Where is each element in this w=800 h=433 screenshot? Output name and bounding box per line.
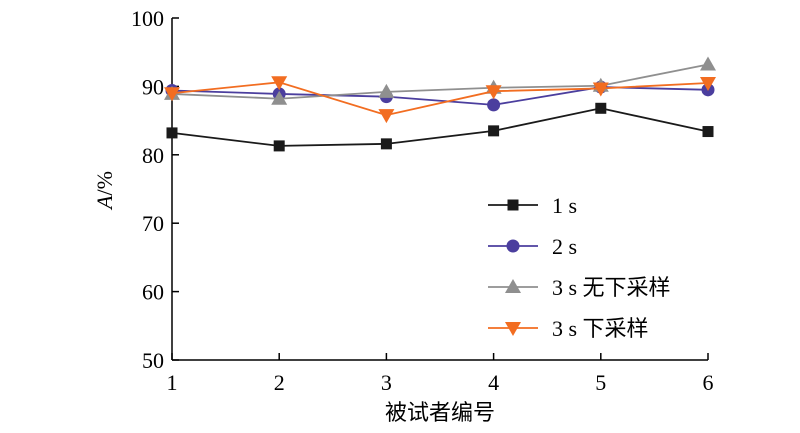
series-3 bbox=[164, 56, 716, 105]
series-4-point-2 bbox=[271, 76, 288, 91]
x-tick-label-2: 2 bbox=[274, 370, 285, 395]
y-axis-title-unit: /% bbox=[92, 171, 117, 195]
legend-item-3: 3 s 无下采样 bbox=[488, 275, 671, 300]
y-axis-title: A/% bbox=[92, 171, 117, 211]
series-layer bbox=[164, 56, 716, 152]
series-4 bbox=[164, 76, 716, 124]
x-tick-label-1: 1 bbox=[167, 370, 178, 395]
series-3-point-3 bbox=[378, 83, 395, 98]
series-4-point-3 bbox=[378, 109, 395, 124]
series-1-point-5 bbox=[595, 102, 607, 114]
y-tick-label-80: 80 bbox=[142, 143, 164, 168]
x-axis-title: 被试者编号 bbox=[385, 401, 495, 426]
legend: 1 s 2 s 3 s 无下采样 3 s 下采样 bbox=[488, 193, 671, 341]
y-tick-label-50: 50 bbox=[142, 348, 164, 373]
legend-item-4: 3 s 下采样 bbox=[488, 316, 649, 341]
series-1 bbox=[166, 102, 714, 152]
series-3-point-2 bbox=[271, 90, 288, 105]
series-1-line bbox=[171, 107, 709, 147]
legend-label-3: 3 s 无下采样 bbox=[552, 275, 671, 300]
y-tick-label-70: 70 bbox=[142, 211, 164, 236]
series-4-line bbox=[171, 81, 709, 117]
x-tick-label-5: 5 bbox=[595, 370, 606, 395]
y-tick-label-100: 100 bbox=[131, 6, 164, 31]
legend-item-1: 1 s bbox=[488, 193, 577, 218]
series-4-point-6 bbox=[700, 76, 716, 91]
y-axis-title-variable: A bbox=[92, 195, 117, 211]
legend-label-1: 1 s bbox=[552, 193, 577, 218]
series-4-point-1 bbox=[164, 87, 180, 102]
legend-label-2: 2 s bbox=[552, 234, 577, 259]
series-4-point-5 bbox=[592, 82, 609, 97]
y-tick-label-60: 60 bbox=[142, 280, 164, 305]
series-1-point-1 bbox=[166, 127, 178, 139]
series-4-point-4 bbox=[485, 85, 502, 100]
legend-marker-1 bbox=[507, 199, 519, 211]
y-tick-label-90: 90 bbox=[142, 74, 164, 99]
series-1-point-6 bbox=[702, 126, 714, 138]
series-1-point-4 bbox=[488, 125, 500, 137]
series-2-point-4 bbox=[487, 98, 501, 112]
legend-marker-4 bbox=[505, 322, 521, 336]
x-tick-label-4: 4 bbox=[488, 370, 499, 395]
series-3-point-6 bbox=[700, 56, 716, 71]
x-tick-label-6: 6 bbox=[703, 370, 714, 395]
legend-item-2: 2 s bbox=[488, 234, 577, 259]
series-1-point-2 bbox=[273, 140, 285, 152]
x-tick-label-3: 3 bbox=[381, 370, 392, 395]
legend-marker-3 bbox=[505, 279, 521, 293]
axes: 50 60 70 80 90 100 1 2 3 4 5 6 bbox=[131, 6, 714, 395]
legend-marker-2 bbox=[506, 239, 520, 253]
legend-label-4: 3 s 下采样 bbox=[552, 316, 649, 341]
series-3-line bbox=[171, 63, 709, 100]
series-1-point-3 bbox=[380, 138, 392, 150]
